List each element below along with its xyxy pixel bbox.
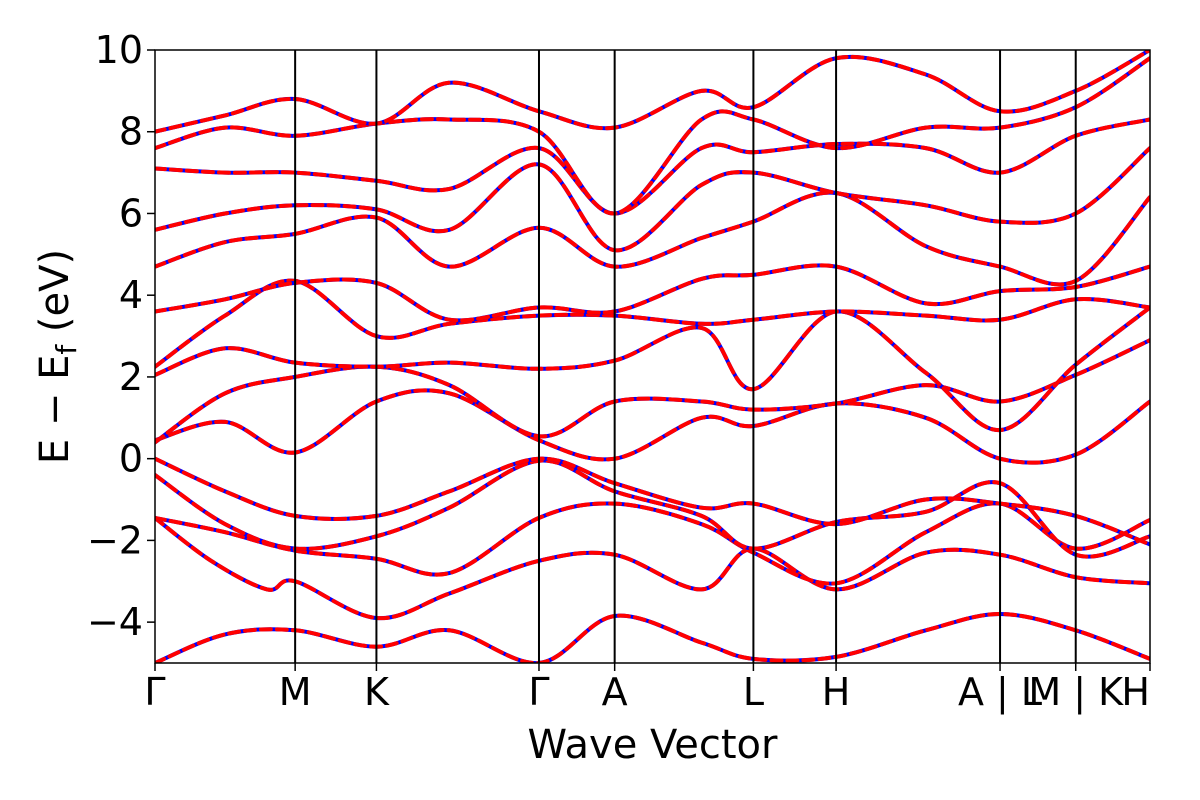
- kpoint-dividers: [294, 50, 1077, 663]
- x-tick-label-6: H: [822, 670, 851, 714]
- y-tick-label-7: 10: [95, 28, 143, 72]
- y-axis-title-subscript: f: [50, 344, 83, 355]
- x-tick-label-1: M: [279, 670, 312, 714]
- y-tick-label-0: −4: [87, 600, 143, 644]
- y-tick-label-4: 4: [119, 273, 143, 317]
- x-tick-label-2: K: [364, 670, 390, 714]
- bands-layer: [155, 50, 1150, 663]
- x-axis-title: Wave Vector: [528, 722, 779, 768]
- y-axis-title: E − Ef (eV): [32, 249, 83, 464]
- plot-frame: [154, 49, 1151, 664]
- x-tick-label-5: L: [743, 670, 764, 714]
- x-tick-label-8: M | K: [1028, 670, 1124, 715]
- x-tick-label-7: A | L: [958, 670, 1042, 715]
- x-tick-label-9: H: [1121, 670, 1150, 714]
- y-axis-title-main: E − E: [32, 355, 78, 465]
- y-tick-label-2: 0: [119, 437, 143, 481]
- y-tick-label-3: 2: [119, 355, 143, 399]
- y-tick-label-6: 8: [119, 110, 143, 154]
- band-dashed-6: [155, 338, 1150, 445]
- y-axis-title-unit: (eV): [32, 249, 78, 345]
- x-tick-label-3: Γ: [528, 670, 549, 714]
- band-dashed-12: [155, 117, 1150, 216]
- y-axis-ticks: −4 −2 0 2 4 6 8 10: [87, 28, 155, 644]
- band-dashed-7: [155, 305, 1150, 433]
- band-dashed-4: [155, 456, 1150, 547]
- band-dashed-9: [155, 263, 1150, 323]
- band-dashed-5: [155, 388, 1150, 465]
- band-dashed-1: [155, 515, 1150, 621]
- band-dashed-13: [155, 56, 1150, 216]
- x-tick-label-4: A: [602, 670, 628, 714]
- y-tick-label-1: −2: [87, 518, 143, 562]
- y-tick-label-5: 6: [119, 191, 143, 235]
- band-dashed-0: [155, 611, 1150, 663]
- band-dashed-11: [155, 146, 1150, 253]
- x-tick-label-0: Γ: [144, 670, 165, 714]
- band-dashed-14: [155, 50, 1150, 134]
